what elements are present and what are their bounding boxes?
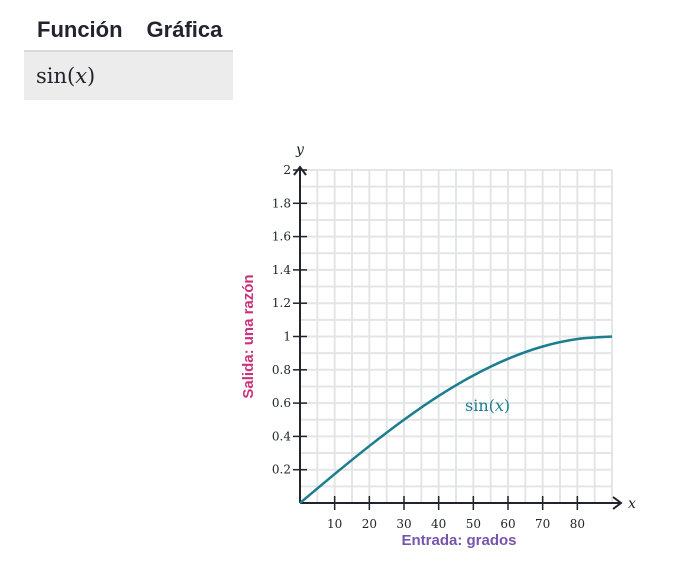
header-graph: Gráfica <box>146 17 223 42</box>
x-axis-label: Entrada: grados <box>401 532 516 549</box>
y-axis-variable: y <box>295 142 305 158</box>
x-tick-label: 20 <box>362 517 377 531</box>
y-tick-label: 1 <box>283 330 291 344</box>
function-cell: sin(𝑥) <box>36 64 96 88</box>
x-tick-label: 30 <box>396 517 411 531</box>
header-function: Función <box>37 17 123 42</box>
x-tick-label: 10 <box>327 517 342 531</box>
table-row: sin(𝑥) <box>24 52 233 100</box>
x-tick-label: 40 <box>431 517 446 531</box>
x-tick-label: 60 <box>500 517 515 531</box>
series-label-sin: sin(𝑥) <box>465 396 510 415</box>
y-tick-label: 2 <box>283 163 291 177</box>
x-tick-label: 70 <box>535 517 550 531</box>
y-tick-label: 1.6 <box>272 230 291 244</box>
y-tick-label: 1.4 <box>272 263 291 277</box>
table-header: Función Gráfica <box>24 10 233 52</box>
y-tick-label: 0.6 <box>272 396 291 410</box>
y-tick-label: 0.2 <box>272 463 291 477</box>
y-axis-arrow <box>293 165 307 176</box>
x-tick-label: 50 <box>466 517 481 531</box>
x-axis-variable: x <box>628 496 636 512</box>
y-tick-label: 1.2 <box>272 296 291 310</box>
x-tick-label: 80 <box>570 517 585 531</box>
y-tick-label: 1.8 <box>272 196 291 210</box>
y-axis-label: Salida: una razón <box>240 274 257 398</box>
y-tick-label: 0.4 <box>272 429 291 443</box>
y-tick-label: 0.8 <box>272 363 291 377</box>
series-line-sin <box>299 335 613 504</box>
x-axis-arrow <box>612 496 623 510</box>
function-table: Función Gráfica sin(𝑥) <box>24 10 233 100</box>
